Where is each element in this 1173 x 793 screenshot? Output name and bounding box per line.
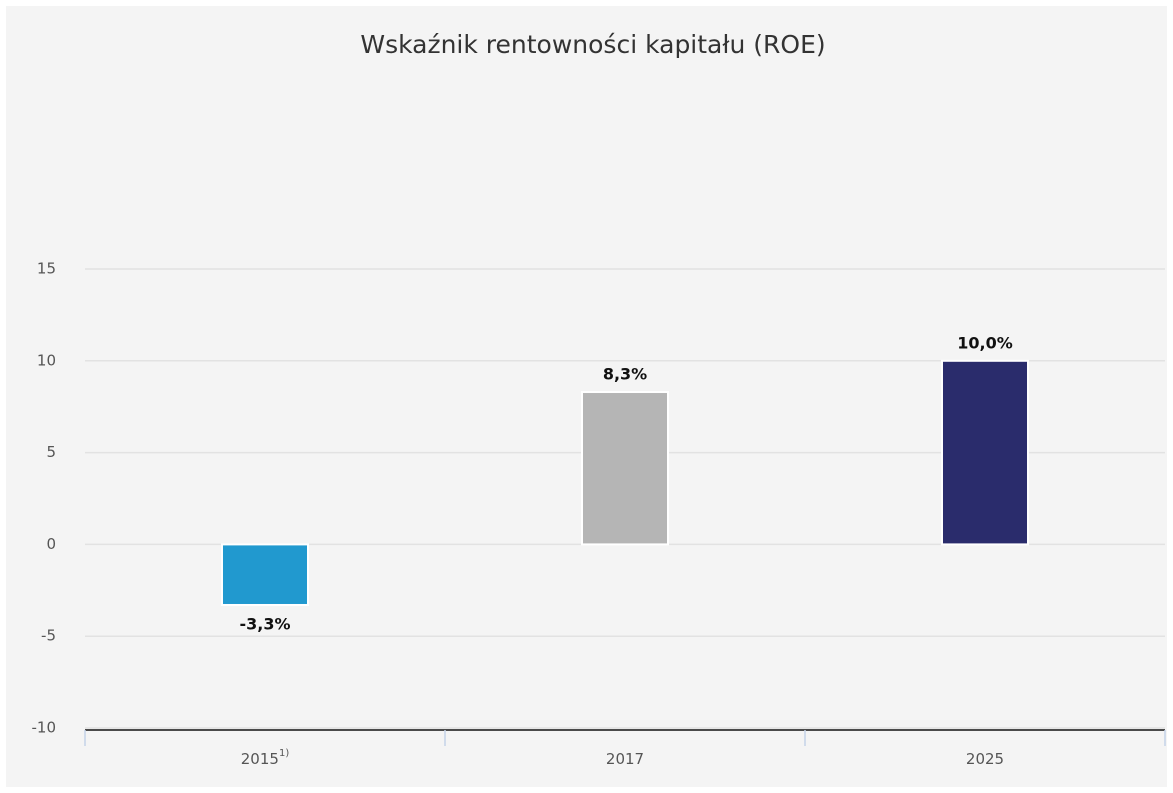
bar: [941, 359, 1029, 546]
bar: [581, 391, 669, 546]
y-tick-label: 10: [37, 351, 56, 369]
value-label: 10,0%: [957, 333, 1013, 352]
y-tick-label: 0: [46, 535, 56, 553]
x-tick-category: 2025: [966, 750, 1004, 768]
y-tick-label: -10: [32, 719, 57, 737]
value-label: -3,3%: [239, 614, 290, 633]
chart-title: Wskaźnik rentowności kapitału (ROE): [360, 30, 825, 59]
x-tick-label: 2017: [606, 750, 644, 768]
x-tick-category: 2015: [241, 750, 279, 768]
y-tick-label: -5: [41, 627, 56, 645]
x-tick-label: 20151): [241, 748, 290, 768]
x-tick-label: 2025: [966, 750, 1004, 768]
x-tick-footnote: 1): [279, 748, 289, 759]
bar: [221, 543, 309, 606]
x-tick-category: 2017: [606, 750, 644, 768]
y-tick-label: 5: [46, 443, 56, 461]
y-tick-label: 15: [37, 260, 56, 278]
value-label: 8,3%: [603, 365, 647, 384]
